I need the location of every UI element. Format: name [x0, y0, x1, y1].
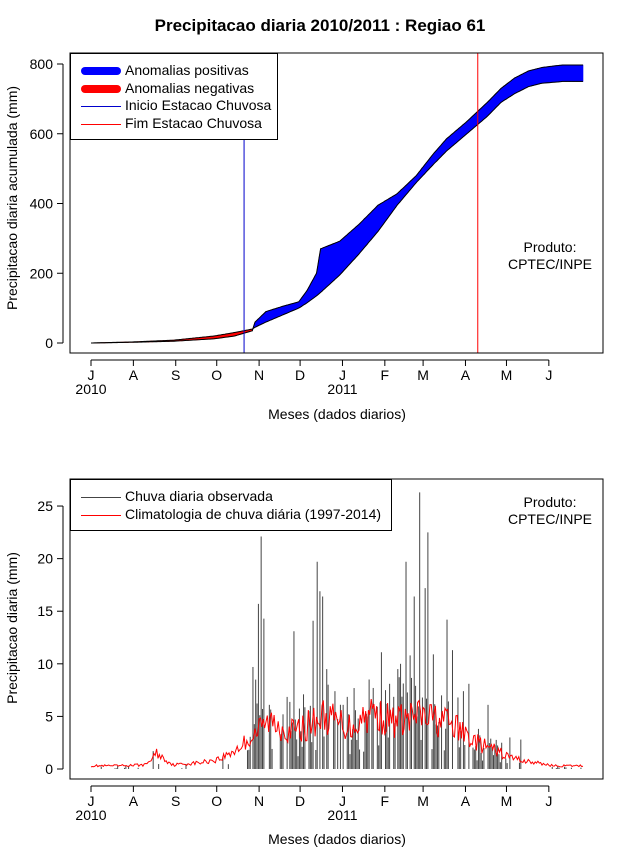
bottom-x-axis-label: Meses (dados diarios) [268, 831, 406, 847]
legend-label: Anomalias negativas [125, 80, 255, 96]
legend-item-chuva-observada: Chuva diaria observada [71, 488, 385, 505]
year-label: 2011 [327, 807, 357, 823]
top-x-axis-label: Meses (dados diarios) [268, 406, 406, 422]
x-tick-label: M [417, 793, 429, 809]
legend-label: Anomalias positivas [125, 62, 249, 78]
x-tick-label: A [129, 367, 139, 383]
x-tick-label: F [381, 367, 390, 383]
legend-label: Fim Estacao Chuvosa [125, 115, 262, 131]
legend-item-fim-estacao: Fim Estacao Chuvosa [71, 115, 271, 132]
x-tick-label: M [417, 367, 429, 383]
year-label: 2010 [75, 381, 106, 397]
bottom-y-axis-label: Precipitacao diaria (mm) [4, 552, 20, 704]
legend-label: Inicio Estacao Chuvosa [125, 97, 272, 113]
y-tick-label: 15 [37, 603, 53, 619]
x-tick-label: O [211, 793, 222, 809]
x-tick-label: S [171, 793, 180, 809]
year-label: 2011 [327, 381, 357, 397]
x-tick-label: N [254, 793, 264, 809]
legend-item-anomalias-positivas: Anomalias positivas [71, 62, 271, 79]
year-label: 2010 [75, 807, 106, 823]
legend-label: Chuva diaria observada [125, 488, 273, 504]
y-tick-label: 200 [30, 265, 54, 281]
y-tick-label: 20 [37, 551, 53, 567]
x-tick-label: A [461, 793, 471, 809]
x-tick-label: J [545, 793, 552, 809]
top-y-axis-label: Precipitacao diaria acumulada (mm) [4, 85, 20, 311]
x-tick-label: A [461, 367, 471, 383]
legend-item-inicio-estacao: Inicio Estacao Chuvosa [71, 97, 271, 114]
legend-swatch-red-thick [81, 84, 121, 93]
y-tick-label: 5 [45, 708, 53, 724]
y-tick-label: 25 [37, 498, 53, 514]
legend-item-climatologia: Climatologia de chuva diária (1997-2014) [71, 506, 385, 523]
observed-cumulative-line [91, 64, 583, 344]
legend-label: Climatologia de chuva diária (1997-2014) [125, 506, 382, 522]
x-tick-label: A [129, 793, 139, 809]
y-tick-label: 10 [37, 656, 53, 672]
top-credit-line-1: Produto: [523, 239, 577, 255]
x-tick-label: M [501, 793, 513, 809]
climatology-cumulative-line [91, 80, 583, 344]
x-tick-label: F [381, 793, 390, 809]
y-tick-label: 400 [30, 196, 54, 212]
x-tick-label: D [295, 367, 305, 383]
legend-swatch-red-thin [81, 123, 121, 125]
top-credit: Produto: CPTEC/INPE [500, 239, 600, 273]
legend-swatch-gray-thin [81, 496, 121, 498]
climatology-daily-line [90, 699, 584, 768]
bottom-credit-line-2: CPTEC/INPE [507, 511, 592, 527]
y-tick-label: 600 [30, 126, 54, 142]
x-tick-label: M [501, 367, 513, 383]
positive-anomaly-band [581, 64, 584, 82]
x-tick-label: N [254, 367, 264, 383]
legend-swatch-blue-thin [81, 105, 121, 107]
y-tick-label: 800 [30, 56, 54, 72]
x-tick-label: S [171, 367, 180, 383]
top-credit-line-2: CPTEC/INPE [507, 256, 592, 272]
bottom-legend: Chuva diaria observada Climatologia de c… [70, 479, 392, 531]
y-tick-label: 0 [45, 761, 53, 777]
top-plot-frame [69, 52, 604, 354]
x-tick-label: O [211, 367, 222, 383]
legend-swatch-blue-thick [81, 66, 121, 75]
x-tick-label: J [339, 793, 346, 809]
bottom-credit-line-1: Produto: [523, 494, 577, 510]
top-legend: Anomalias positivas Anomalias negativas … [70, 53, 278, 140]
x-tick-label: D [295, 793, 305, 809]
x-tick-label: J [88, 793, 95, 809]
legend-item-anomalias-negativas: Anomalias negativas [71, 80, 271, 97]
x-tick-label: J [88, 367, 95, 383]
bottom-credit: Produto: CPTEC/INPE [500, 494, 600, 528]
x-tick-label: J [339, 367, 346, 383]
legend-swatch-red-thin [81, 514, 121, 516]
figure-title: Precipitacao diaria 2010/2011 : Regiao 6… [154, 16, 486, 35]
x-tick-label: J [545, 367, 552, 383]
y-tick-label: 0 [45, 335, 53, 351]
